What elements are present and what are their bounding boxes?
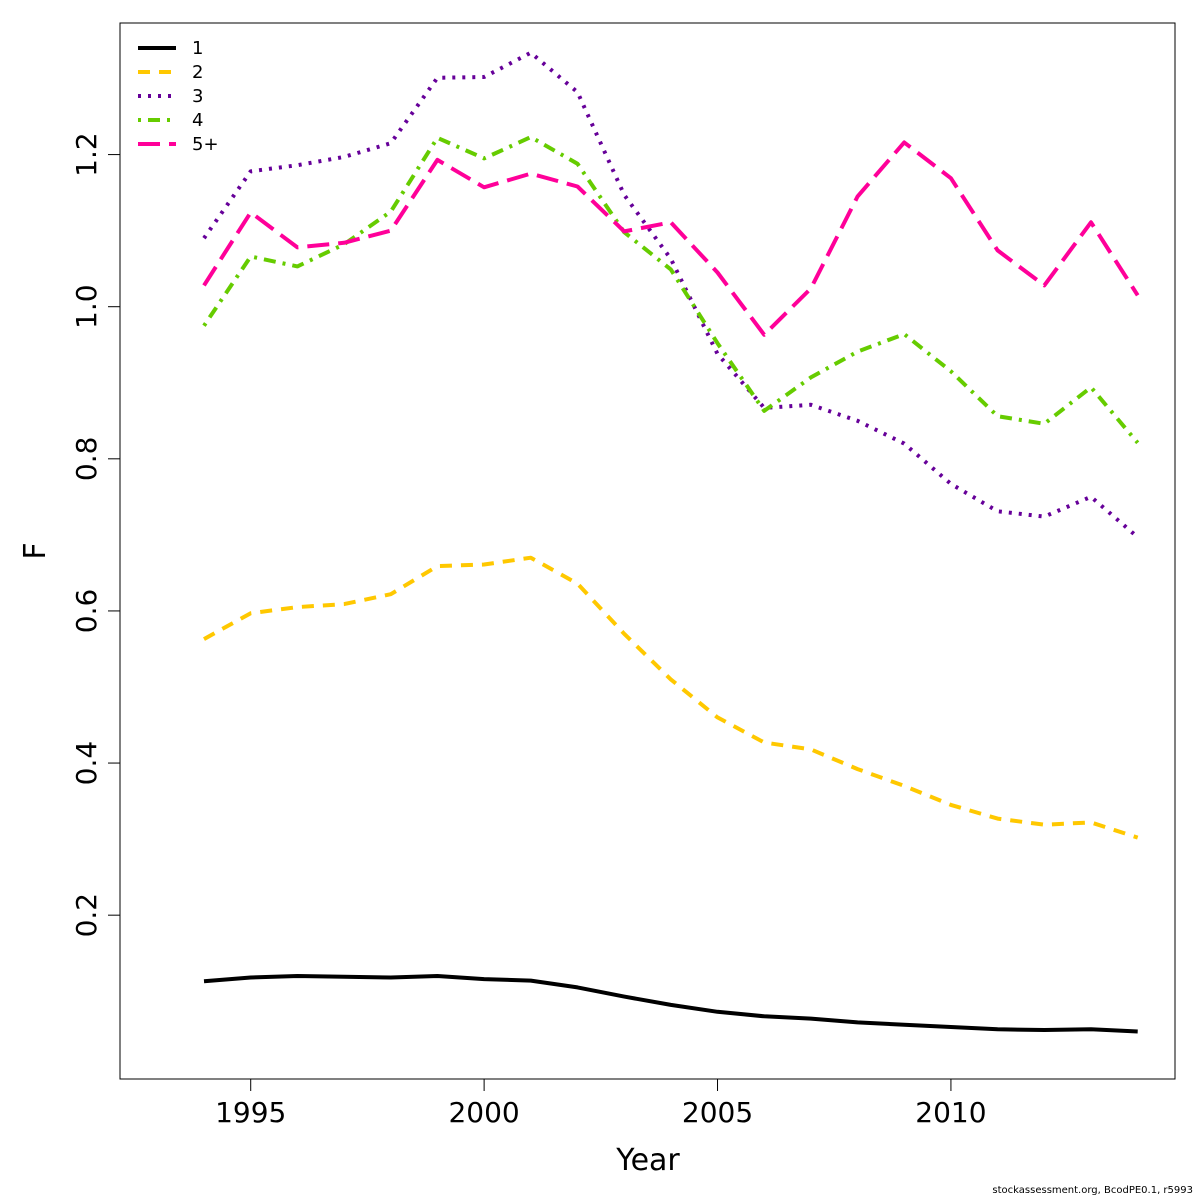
series-line-3 [202, 50, 1140, 539]
x-tick-label: 2005 [682, 1096, 753, 1129]
x-axis: 1995 2000 2005 2010 [215, 1078, 987, 1129]
footnote: stockassessment.org, BcodPE0.1, r5993 [992, 1185, 1193, 1196]
legend-label: 4 [192, 110, 203, 131]
series-lines [202, 50, 1140, 1034]
legend-label: 5+ [192, 134, 219, 155]
x-tick-label: 2000 [448, 1096, 519, 1129]
y-axis-title: F [18, 542, 53, 559]
series-line-2 [203, 555, 1139, 840]
series-line-5 [202, 140, 1140, 337]
legend-label: 2 [192, 62, 203, 83]
x-tick-label: 2010 [915, 1096, 986, 1129]
x-tick-label: 1995 [215, 1096, 286, 1129]
legend-label: 1 [192, 38, 203, 59]
y-tick-label: 0.4 [70, 741, 103, 786]
series-line-1 [203, 974, 1138, 1034]
y-tick-label: 0.6 [70, 589, 103, 634]
y-tick-label: 1.0 [70, 284, 103, 329]
y-tick-label: 0.2 [70, 893, 103, 938]
y-tick-label: 1.2 [70, 132, 103, 177]
x-axis-title: Year [615, 1143, 680, 1178]
series-line-4 [202, 135, 1140, 445]
legend-label: 3 [192, 86, 203, 107]
plot-frame [119, 22, 1176, 1080]
y-tick-label: 0.8 [70, 437, 103, 482]
legend: 1 2 3 4 5+ [138, 38, 219, 155]
y-axis: 0.2 0.4 0.6 0.8 1.0 1.2 [70, 132, 121, 938]
